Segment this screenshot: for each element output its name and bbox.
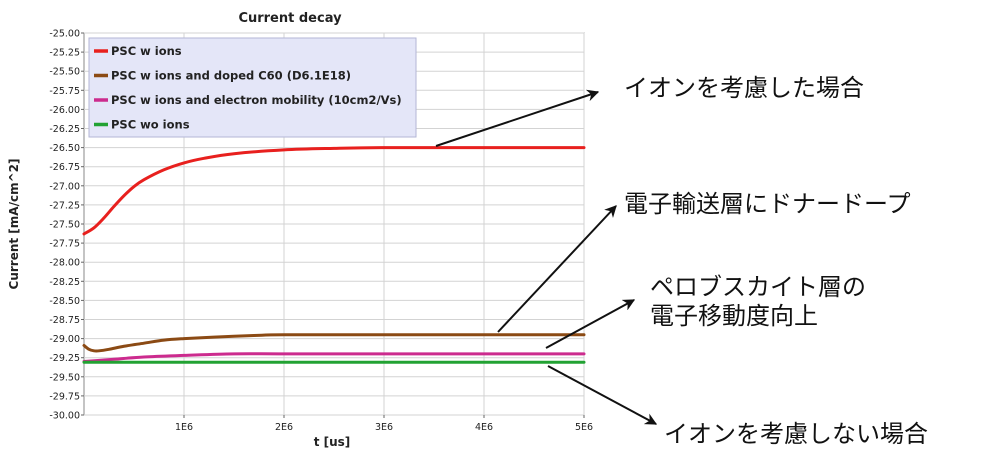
legend-label: PSC wo ions [111, 118, 190, 132]
x-tick-label: 4E6 [475, 422, 493, 433]
x-tick-label: 5E6 [575, 422, 593, 433]
y-tick-label: -26.25 [49, 124, 80, 135]
series-line-doped-c60 [82, 333, 586, 353]
y-tick-label: -30.00 [49, 411, 80, 422]
y-tick-label: -29.75 [49, 391, 80, 402]
y-tick-label: -27.25 [49, 200, 80, 211]
y-tick-label: -26.50 [49, 143, 80, 154]
y-tick-label: -28.50 [49, 296, 80, 307]
legend-label: PSC w ions [111, 44, 182, 58]
y-tick-label: -29.25 [49, 353, 80, 364]
annotation-with-ions: イオンを考慮した場合 [624, 74, 864, 102]
y-tick-label: -28.00 [49, 258, 80, 269]
y-tick-label: -25.50 [49, 67, 80, 78]
y-axis-label: Current [mA/cm^2] [7, 159, 21, 290]
y-tick-label: -25.00 [49, 29, 80, 40]
x-tick-label: 2E6 [275, 422, 293, 433]
series-line-with-ions [82, 146, 586, 236]
annotation-mobility-line2: 電子移動度向上 [650, 302, 818, 330]
chart-title: Current decay [238, 11, 342, 26]
x-tick-label: 1E6 [175, 422, 193, 433]
annotation-without-ions: イオンを考慮しない場合 [664, 420, 928, 448]
y-tick-label: -28.25 [49, 277, 80, 288]
y-tick-label: -29.50 [49, 372, 80, 383]
annotation-arrow-with-ions [435, 89, 600, 147]
series-line-electron-mobility [82, 352, 586, 364]
annotation-arrow-without-ions [547, 365, 658, 425]
annotation-doped-etl: 電子輸送層にドナードープ [624, 190, 911, 218]
annotation-arrow-doped-etl [497, 205, 617, 333]
legend-box [88, 37, 417, 138]
legend: PSC w ions PSC w ions and doped C60 (D6.1… [88, 37, 417, 138]
y-tick-label: -26.75 [49, 162, 80, 173]
legend-label: PSC w ions and electron mobility (10cm2/… [111, 93, 402, 107]
x-tick-label: 3E6 [375, 422, 393, 433]
annotation-mobility-line1: ペロブスカイト層の [650, 273, 866, 301]
y-tick-label: -25.25 [49, 48, 80, 59]
x-axis-label: t [us] [314, 435, 351, 449]
y-tick-label: -26.00 [49, 105, 80, 116]
y-tick-label: -25.75 [49, 86, 80, 97]
y-tick-label: -28.75 [49, 315, 80, 326]
y-tick-label: -27.75 [49, 239, 80, 250]
legend-label: PSC w ions and doped C60 (D6.1E18) [111, 69, 351, 83]
y-tick-label: -27.50 [49, 220, 80, 231]
y-tick-label: -27.00 [49, 181, 80, 192]
annotation-arrow-mobility [545, 299, 636, 349]
y-tick-label: -29.00 [49, 334, 80, 345]
